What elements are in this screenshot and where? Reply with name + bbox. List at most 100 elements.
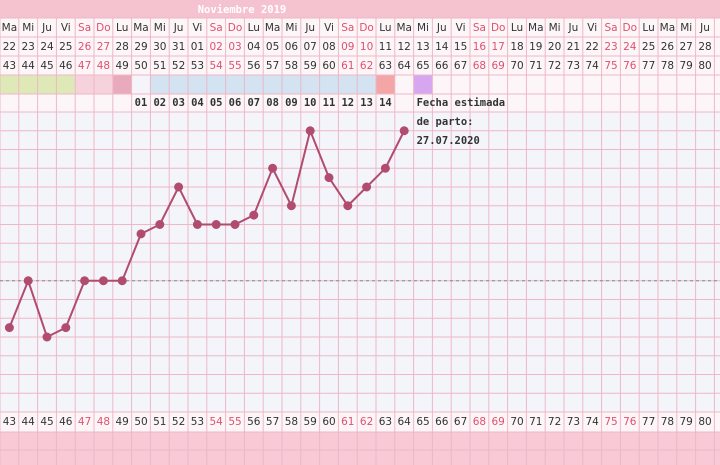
footer-band	[0, 432, 720, 465]
day-count: 05	[210, 97, 223, 109]
weekday: Vi	[587, 22, 597, 34]
date: 09	[341, 41, 354, 53]
date: 29	[134, 41, 147, 53]
cycle-day-bottom: 50	[134, 416, 147, 428]
status-band	[150, 75, 170, 94]
cycle-day: 52	[172, 60, 185, 72]
cycle-day: 55	[228, 60, 241, 72]
date: 31	[172, 41, 185, 53]
weekday: Ma	[2, 22, 18, 34]
cycle-day-bottom: 52	[172, 416, 185, 428]
date: 28	[698, 41, 711, 53]
date: 30	[153, 41, 166, 53]
cycle-day: 68	[473, 60, 486, 72]
cycle-day-bottom: 47	[78, 416, 91, 428]
cycle-day-bottom: 49	[116, 416, 129, 428]
cycle-day-bottom: 68	[473, 416, 486, 428]
day-count: 06	[229, 97, 242, 109]
status-band	[94, 75, 113, 94]
status-band	[131, 75, 151, 94]
weekday: Lu	[248, 22, 260, 34]
cycle-day: 44	[22, 60, 36, 72]
temperature-point	[23, 276, 33, 286]
date: 27	[97, 41, 110, 53]
weekday: Mi	[549, 22, 561, 34]
temperature-point	[230, 220, 240, 229]
date: 14	[435, 41, 449, 53]
temperature-point	[324, 173, 334, 183]
weekday: Mi	[22, 22, 34, 34]
cycle-day: 58	[285, 60, 298, 72]
cycle-day-bottom: 73	[567, 416, 580, 428]
date: 21	[567, 41, 580, 53]
cycle-day: 50	[134, 60, 147, 72]
cycle-day: 63	[379, 60, 392, 72]
temperature-point	[61, 323, 71, 333]
cycle-day: 59	[304, 60, 317, 72]
temperature-point	[42, 332, 52, 342]
cycle-day-bottom: 75	[604, 416, 617, 428]
status-band	[37, 75, 57, 94]
temperature-point	[343, 201, 353, 211]
cycle-day-bottom: 55	[228, 416, 241, 428]
cycle-day-bottom: 44	[22, 416, 36, 428]
footer-row	[0, 412, 720, 432]
status-band	[357, 75, 376, 94]
cycle-day-bottom: 74	[586, 416, 600, 428]
cycle-day-bottom: 54	[210, 416, 224, 428]
cycle-day-bottom: 64	[398, 416, 412, 428]
date: 03	[228, 41, 241, 53]
weekday: Do	[623, 22, 638, 34]
weekday: Do	[359, 22, 374, 34]
date: 15	[454, 41, 467, 53]
status-band	[75, 75, 94, 94]
temperature-point	[362, 182, 372, 192]
cycle-day: 77	[642, 60, 655, 72]
cycle-day: 71	[529, 60, 542, 72]
date: 19	[529, 41, 542, 53]
date: 27	[680, 41, 693, 53]
cycle-day: 51	[153, 60, 166, 72]
temperature-point	[98, 276, 108, 286]
date: 04	[247, 41, 261, 53]
date: 16	[473, 41, 487, 53]
weekday: Ma	[265, 22, 281, 34]
cycle-day-bottom: 58	[285, 416, 298, 428]
date: 13	[416, 41, 429, 53]
weekday: Sa	[604, 22, 617, 34]
cycle-day: 46	[59, 60, 73, 72]
status-band	[413, 75, 433, 94]
cycle-day-bottom: 62	[360, 416, 373, 428]
weekday: Ju	[699, 22, 710, 34]
cycle-day: 49	[116, 60, 129, 72]
cycle-day-bottom: 53	[191, 416, 204, 428]
date: 25	[59, 41, 72, 53]
temperature-point	[136, 229, 146, 239]
cycle-day: 66	[435, 60, 449, 72]
weekday: Ju	[436, 22, 447, 34]
cycle-day: 73	[567, 60, 580, 72]
weekday: Ma	[528, 22, 544, 34]
day-count: 11	[323, 97, 336, 109]
temperature-line	[8, 127, 406, 339]
month-band	[0, 0, 720, 18]
weekday: Sa	[473, 22, 486, 34]
temperature-point	[268, 163, 278, 173]
day-count: 03	[172, 97, 185, 109]
day-count: 04	[191, 97, 204, 109]
weekday: Do	[96, 22, 111, 34]
status-band	[282, 75, 301, 94]
temperature-point	[192, 220, 202, 229]
temperature-point	[4, 323, 14, 333]
cycle-day-bottom: 77	[642, 416, 655, 428]
cycle-day-bottom: 71	[529, 416, 542, 428]
month-title: Noviembre 2019	[198, 4, 287, 16]
date: 26	[78, 41, 92, 53]
cycle-day: 62	[360, 60, 373, 72]
cycle-day-bottom: 61	[341, 416, 354, 428]
weekday: Lu	[642, 22, 654, 34]
cycle-day: 61	[341, 60, 354, 72]
weekday: Sa	[341, 22, 354, 34]
